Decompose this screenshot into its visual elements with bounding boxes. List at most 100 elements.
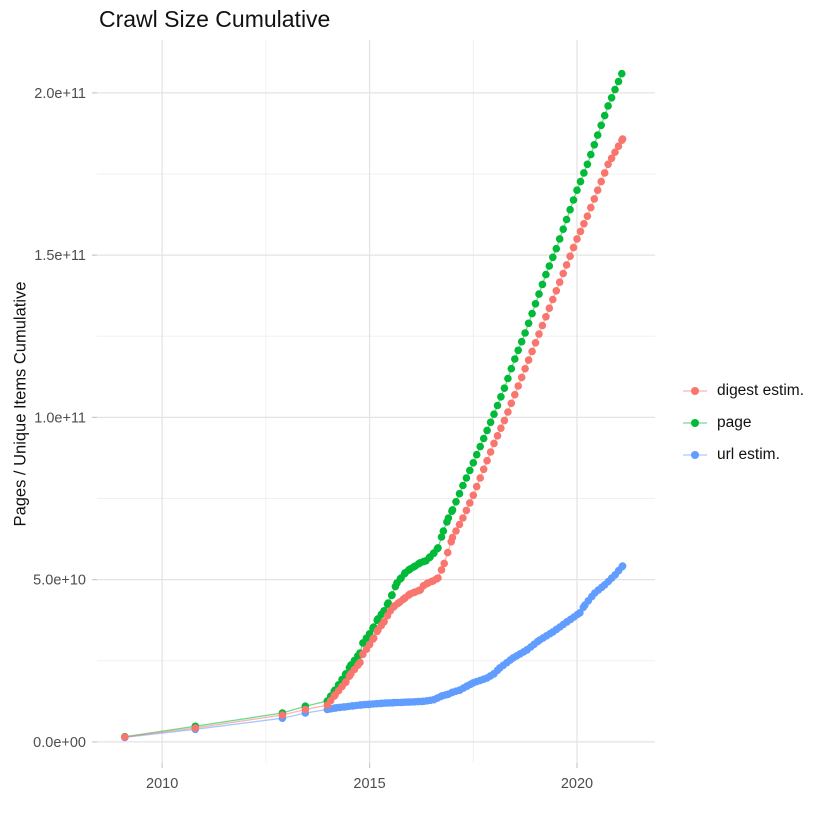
y-tick-label: 1.5e+11	[34, 248, 86, 264]
data-point	[524, 319, 533, 328]
y-tick-label: 1.0e+11	[34, 410, 86, 426]
data-point	[573, 186, 581, 194]
data-point	[459, 514, 467, 522]
data-point	[524, 356, 533, 364]
data-point	[434, 574, 442, 582]
legend-item-digestestim: digest estim.	[682, 379, 804, 402]
data-point	[569, 196, 578, 204]
data-point	[462, 506, 471, 515]
data-point	[507, 399, 516, 408]
legend-key-icon	[683, 386, 707, 395]
series-line-urlestim	[124, 565, 624, 739]
data-point	[566, 205, 574, 214]
data-point	[504, 408, 512, 416]
data-point	[469, 459, 478, 467]
data-point	[479, 465, 488, 474]
data-point	[552, 244, 561, 253]
data-point	[437, 533, 446, 541]
data-point	[576, 227, 585, 236]
data-point	[483, 456, 491, 465]
data-point	[342, 678, 350, 686]
legend-key-dot	[691, 418, 699, 427]
data-point	[593, 186, 602, 194]
data-point	[443, 548, 452, 557]
data-point	[597, 177, 605, 186]
data-point	[528, 309, 536, 318]
data-point	[597, 121, 605, 130]
data-point	[380, 618, 388, 626]
data-point	[514, 346, 522, 355]
data-point	[490, 410, 498, 419]
data-point	[576, 609, 584, 617]
data-point	[500, 384, 509, 393]
data-point	[535, 330, 543, 338]
data-point	[504, 374, 512, 383]
data-point	[614, 142, 623, 150]
data-point	[476, 442, 485, 451]
data-point	[517, 337, 526, 346]
data-point	[493, 401, 502, 410]
data-point	[511, 390, 519, 399]
data-point	[587, 150, 595, 159]
data-point	[611, 148, 619, 156]
data-point	[542, 270, 550, 279]
x-tick-label: 2015	[353, 776, 385, 792]
data-point	[531, 300, 540, 308]
data-point	[590, 195, 599, 203]
data-point	[278, 711, 287, 719]
legend-key-icon	[683, 418, 707, 427]
data-point	[545, 304, 554, 313]
data-point	[479, 434, 488, 443]
data-point	[618, 562, 627, 570]
data-point	[559, 225, 567, 233]
data-point	[507, 364, 516, 373]
data-point	[545, 262, 554, 270]
data-point	[549, 253, 557, 262]
y-tick-label: 0.0e+00	[33, 735, 86, 751]
data-point	[618, 69, 626, 78]
data-point	[466, 466, 474, 475]
legend-key-dot	[691, 450, 699, 459]
data-point	[384, 599, 393, 607]
data-point	[388, 591, 396, 599]
data-point	[566, 252, 574, 260]
y-tick-label: 5.0e+10	[33, 573, 86, 589]
data-point	[365, 640, 374, 649]
data-point	[500, 416, 509, 425]
data-point	[191, 724, 200, 732]
data-point	[459, 481, 467, 490]
legend-key-icon	[683, 450, 707, 459]
data-point	[562, 215, 571, 224]
data-point	[301, 705, 310, 714]
legend-item-urlestim: url estim.	[682, 443, 804, 466]
data-point	[542, 313, 550, 321]
data-point	[440, 559, 449, 568]
data-point	[593, 131, 602, 139]
legend-label: page	[717, 413, 752, 431]
data-point	[583, 212, 592, 220]
data-point	[517, 373, 526, 382]
data-point	[476, 474, 485, 482]
data-point	[369, 634, 378, 642]
data-point	[444, 514, 453, 522]
data-point	[434, 544, 442, 552]
legend: digest estim. page url estim.	[682, 379, 804, 466]
x-tick-label: 2010	[146, 776, 178, 792]
data-point	[448, 533, 457, 542]
y-tick-label: 2.0e+11	[34, 86, 86, 102]
data-point	[514, 382, 522, 390]
data-point	[580, 169, 588, 177]
data-point	[607, 94, 616, 102]
data-point	[569, 243, 578, 252]
data-point	[535, 290, 543, 298]
data-point	[521, 364, 529, 373]
data-point	[580, 220, 588, 228]
data-point	[452, 527, 460, 535]
data-point	[448, 506, 457, 514]
data-point	[576, 177, 585, 186]
legend-key-dot	[691, 386, 699, 395]
data-point	[604, 102, 612, 110]
data-point	[455, 520, 464, 529]
data-point	[437, 566, 446, 574]
data-point	[611, 85, 619, 94]
